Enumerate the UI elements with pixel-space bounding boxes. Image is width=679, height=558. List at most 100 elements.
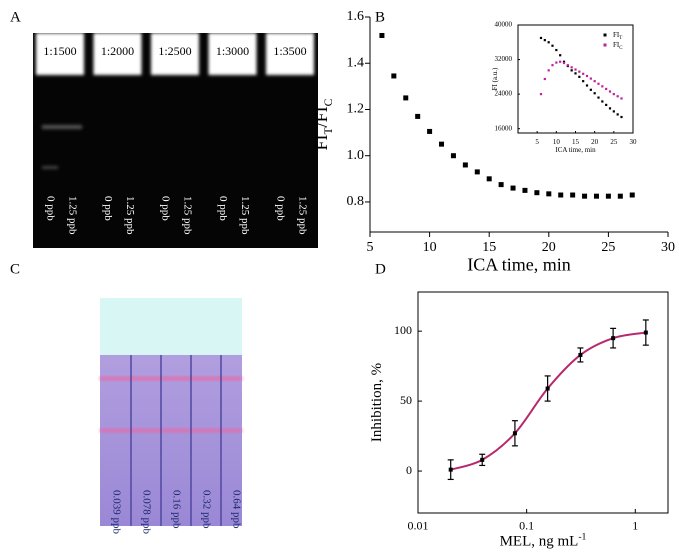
data-point [608, 90, 612, 93]
y-tick-label: 24000 [495, 90, 513, 98]
data-point [427, 128, 433, 134]
data-point [570, 69, 573, 72]
gel-well [208, 33, 257, 75]
lane-label: 0 ppb [159, 196, 171, 221]
gel-well [266, 33, 314, 75]
lane-label: 1.25 ppb [181, 196, 193, 235]
y-axis-label: FI (a.u.) [491, 67, 499, 90]
data-point [616, 95, 619, 98]
data-point [597, 82, 600, 85]
data-point [545, 386, 550, 391]
strip-label: 0.32 ppb [200, 490, 212, 529]
y-tick-label: 0 [406, 463, 412, 477]
data-point [486, 176, 492, 182]
data-point [593, 92, 596, 95]
data-point [617, 193, 623, 199]
x-tick-label: 25 [610, 138, 618, 146]
data-point [558, 192, 564, 198]
data-point [574, 72, 577, 75]
dilution-label: 1:2500 [158, 44, 191, 58]
panel-label: A [10, 9, 21, 25]
data-point [601, 100, 604, 103]
strip-label: 0.64 ppb [230, 490, 242, 529]
data-point [601, 85, 604, 88]
x-tick-label: 0.1 [519, 519, 534, 533]
data-point [585, 84, 589, 87]
data-point [578, 75, 581, 78]
y-axis-label-part: FI [311, 134, 331, 150]
data-point [562, 61, 566, 65]
x-tick-label: 5 [535, 138, 539, 146]
data-point [559, 60, 562, 63]
data-point [612, 93, 615, 96]
lane-label: 0 ppb [217, 196, 229, 221]
data-point [543, 39, 546, 42]
data-point [480, 457, 485, 462]
x-axis-label-part: MEL, ng mL [500, 534, 579, 550]
data-point [391, 73, 397, 79]
legend-label: FIT [613, 31, 622, 41]
x-axis-label: ICA time, min [555, 146, 596, 154]
data-point [605, 193, 611, 199]
data-point [578, 352, 583, 357]
data-point [379, 32, 385, 38]
data-point [547, 41, 550, 44]
panel-label: D [375, 261, 386, 277]
x-axis-label: MEL, ng mL-1 [500, 531, 587, 550]
panel-label: C [10, 261, 20, 277]
data-point [593, 193, 599, 199]
data-point [559, 54, 562, 57]
x-tick-label: 1 [632, 519, 638, 533]
strip-label: 0.078 ppb [140, 490, 152, 535]
data-point [608, 107, 612, 110]
legend-marker [603, 43, 607, 47]
y-tick-label: 0.8 [347, 194, 365, 209]
data-point [462, 162, 468, 168]
lane-label: 1.25 ppb [296, 196, 308, 235]
data-point [512, 431, 517, 436]
data-point [450, 153, 456, 159]
data-point [439, 141, 445, 147]
data-point [611, 336, 616, 341]
legend-label: FIC [613, 41, 623, 51]
data-point [582, 72, 585, 75]
data-point [403, 95, 409, 101]
data-point [589, 88, 592, 91]
data-point [629, 192, 635, 198]
data-point [510, 185, 516, 191]
lane-label: 0 ppb [102, 196, 114, 221]
gel-well [93, 33, 142, 75]
x-tick-label: 15 [482, 240, 496, 255]
dilution-label: 1:3500 [273, 44, 306, 58]
lane-label: 1.25 ppb [239, 196, 251, 235]
data-point [593, 80, 596, 83]
data-point [597, 96, 600, 99]
gel-well [36, 33, 84, 75]
data-point [585, 74, 589, 78]
legend-label-part: C [619, 46, 623, 51]
y-tick-label: 16000 [495, 124, 513, 132]
y-axis-label: Inhibition, % [369, 363, 385, 442]
data-point [555, 61, 558, 64]
data-point [551, 44, 554, 47]
y-axis-label-part: C [322, 98, 335, 106]
lane-label: 0 ppb [44, 196, 56, 221]
data-point [570, 66, 573, 69]
strip-label: 0.16 ppb [170, 490, 182, 529]
data-point [566, 64, 569, 67]
data-point [582, 193, 588, 199]
data-point [570, 192, 576, 198]
y-axis-label-part: T [322, 127, 335, 134]
legend-marker [603, 33, 607, 37]
legend-label-part: FI [613, 31, 620, 39]
x-tick-label: 10 [423, 240, 437, 255]
data-point [534, 190, 540, 196]
strip-line [100, 376, 242, 381]
data-point [539, 36, 543, 40]
x-axis-label-part: -1 [578, 531, 586, 542]
data-point [605, 87, 608, 91]
legend-label-part: FI [613, 41, 620, 49]
y-tick-label: 40000 [495, 21, 513, 29]
data-point [589, 77, 592, 80]
